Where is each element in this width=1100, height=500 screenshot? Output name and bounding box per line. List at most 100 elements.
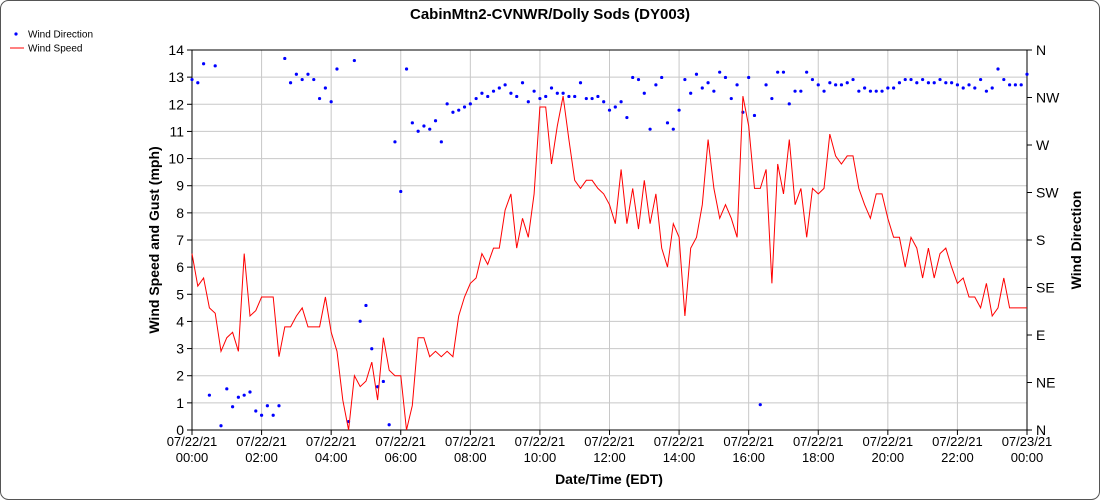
- wind-direction-point: [486, 94, 490, 99]
- wind-direction-point: [254, 409, 258, 413]
- y-tick-label: 14: [168, 42, 184, 58]
- wind-direction-point: [433, 119, 438, 123]
- wind-direction-point: [526, 100, 530, 104]
- x-tick-label: 07/22/21 04:00: [306, 434, 357, 465]
- wind-direction-point: [996, 67, 1000, 71]
- legend-label: Wind Speed: [28, 44, 82, 55]
- wind-direction-point: [845, 81, 849, 85]
- wind-direction-point: [271, 413, 275, 417]
- wind-direction-point: [451, 110, 455, 114]
- wind-direction-point: [938, 77, 942, 82]
- wind-direction-point: [555, 91, 559, 95]
- wind-direction-point: [428, 127, 432, 131]
- x-tick-label: 07/22/21 12:00: [584, 434, 635, 465]
- wind-direction-point: [283, 56, 287, 61]
- y-tick-label: 12: [168, 96, 184, 112]
- x-tick-label: 07/22/21 20:00: [863, 434, 914, 465]
- wind-direction-point: [573, 94, 577, 99]
- wind-direction-point: [544, 94, 548, 99]
- wind-direction-point: [578, 81, 583, 85]
- wind-direction-point: [723, 75, 728, 80]
- wind-direction-point: [462, 105, 467, 109]
- wind-direction-point: [538, 96, 542, 101]
- wind-direction-point: [323, 86, 327, 90]
- y-tick-label: 8: [176, 205, 184, 221]
- x-tick-label: 07/22/21 06:00: [375, 434, 426, 465]
- wind-direction-point: [642, 91, 646, 95]
- wind-direction-point: [747, 75, 751, 80]
- y2-tick-label: NW: [1036, 90, 1060, 106]
- wind-direction-point: [799, 89, 803, 93]
- wind-direction-point: [700, 86, 704, 90]
- wind-direction-point: [735, 83, 739, 87]
- wind-direction-point: [219, 424, 223, 428]
- wind-direction-point: [242, 393, 246, 397]
- wind-direction-point: [503, 83, 507, 87]
- wind-direction-point: [950, 81, 954, 85]
- wind-direction-point: [190, 77, 194, 82]
- wind-direction-point: [584, 96, 588, 101]
- wind-direction-point: [874, 89, 878, 93]
- wind-direction-point: [607, 108, 612, 112]
- wind-direction-point: [445, 102, 449, 106]
- wind-direction-point: [793, 89, 797, 93]
- wind-direction-point: [677, 108, 681, 112]
- wind-direction-point: [671, 127, 675, 131]
- y2-tick-label: E: [1036, 327, 1045, 343]
- wind-direction-point: [689, 91, 693, 95]
- wind-direction-point: [880, 89, 884, 93]
- wind-direction-point: [1025, 72, 1029, 76]
- wind-direction-point: [196, 81, 200, 85]
- x-tick-label: 07/22/21 02:00: [236, 434, 287, 465]
- wind-direction-point: [961, 86, 965, 90]
- wind-direction-point: [822, 89, 826, 93]
- y-tick-label: 1: [176, 395, 184, 411]
- wind-direction-point: [613, 105, 617, 109]
- wind-direction-point: [381, 379, 385, 384]
- wind-direction-point: [248, 390, 252, 394]
- wind-direction-point: [236, 395, 240, 399]
- x-tick-label: 07/22/21 18:00: [793, 434, 844, 465]
- y2-tick-label: S: [1036, 232, 1045, 248]
- wind-direction-point: [602, 100, 606, 104]
- wind-direction-point: [306, 72, 310, 76]
- y2-tick-label: NE: [1036, 375, 1055, 391]
- wind-direction-point: [625, 115, 629, 120]
- wind-direction-point: [776, 70, 780, 74]
- wind-direction-point: [561, 91, 565, 95]
- y-tick-label: 0: [176, 422, 184, 438]
- wind-direction-point: [967, 83, 971, 87]
- wind-speed-line: [191, 96, 1027, 431]
- wind-direction-point: [457, 108, 461, 112]
- wind-direction-point: [364, 303, 368, 308]
- wind-direction-point: [984, 89, 989, 93]
- wind-direction-point: [660, 75, 664, 80]
- chart-title: CabinMtn2-CVNWR/Dolly Sods (DY003): [410, 6, 690, 23]
- y-tick-label: 9: [176, 178, 184, 194]
- wind-direction-point: [648, 127, 652, 131]
- wind-direction-point: [863, 86, 867, 90]
- wind-direction-point: [265, 404, 269, 408]
- wind-direction-point: [404, 67, 409, 71]
- x-tick-label: 07/22/21 14:00: [654, 434, 705, 465]
- wind-direction-point: [1002, 77, 1006, 82]
- wind-direction-point: [468, 102, 472, 106]
- wind-direction-point: [294, 72, 298, 76]
- wind-direction-point: [480, 91, 484, 95]
- wind-direction-point: [729, 96, 733, 101]
- y2-tick-label: SW: [1036, 185, 1059, 201]
- x-axis-label: Date/Time (EDT): [555, 471, 663, 487]
- wind-direction-point: [932, 81, 936, 85]
- wind-direction-point: [892, 86, 896, 90]
- wind-direction-point: [567, 94, 571, 99]
- wind-direction-point: [422, 124, 426, 128]
- wind-direction-point: [868, 89, 873, 93]
- wind-direction-point: [259, 413, 264, 417]
- wind-direction-point: [515, 94, 519, 99]
- wind-direction-point: [828, 81, 832, 85]
- y-tick-label: 13: [168, 69, 184, 85]
- wind-direction-point: [590, 96, 594, 101]
- wind-direction-point: [654, 83, 658, 87]
